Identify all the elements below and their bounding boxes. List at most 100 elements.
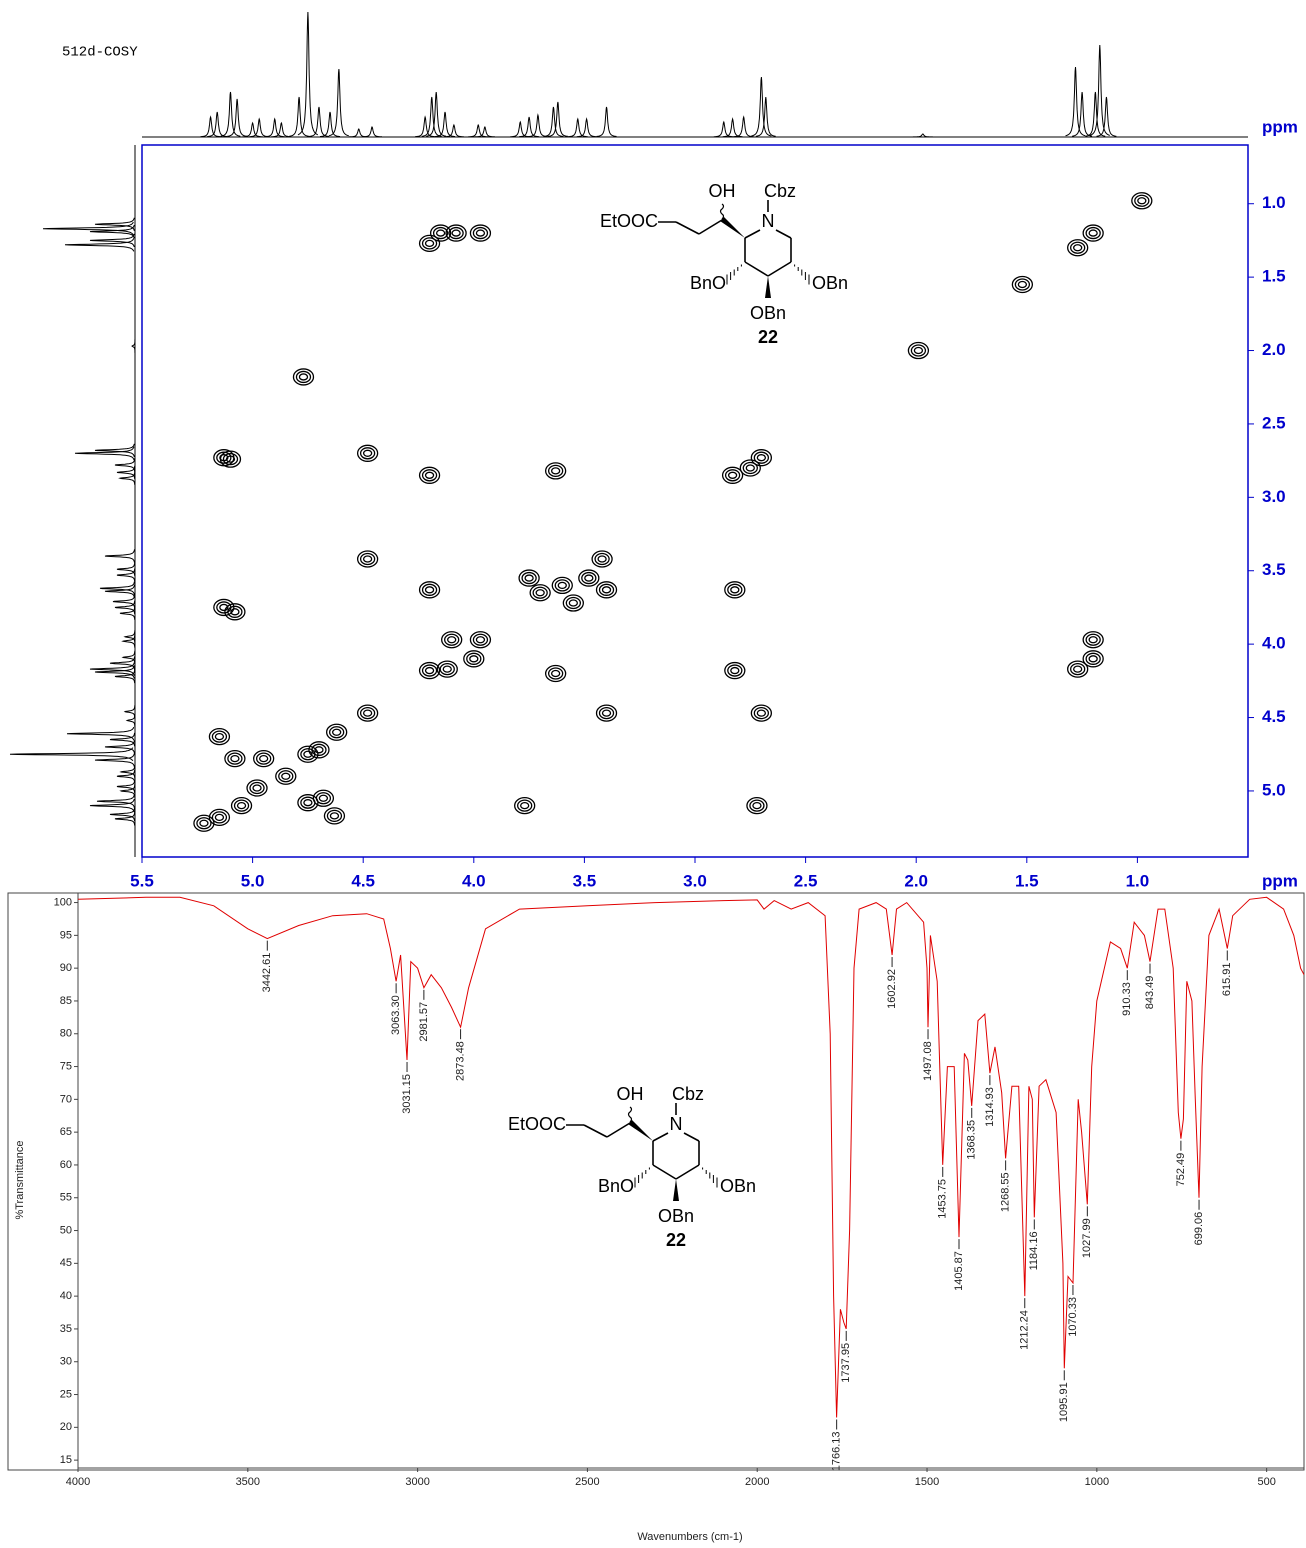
x-tick-label: 2000	[745, 1476, 769, 1488]
x-tick-label: 1000	[1085, 1476, 1109, 1488]
cross-peak	[514, 796, 536, 815]
x-tick-label: 1.5	[1015, 871, 1039, 890]
projection-peak	[89, 662, 135, 676]
projection-peak	[42, 221, 134, 236]
cross-peak	[253, 749, 275, 768]
y-tick-label: 20	[60, 1421, 72, 1433]
projection-peak	[119, 606, 136, 620]
structure-label: N	[670, 1114, 683, 1134]
y-tick-label: 75	[60, 1060, 72, 1072]
cross-peak	[418, 661, 441, 680]
structure-label: EtOOC	[600, 211, 658, 231]
cross-peak	[750, 449, 773, 467]
x-tick-label: 3.5	[573, 871, 597, 890]
ir-frame	[7, 892, 1305, 1471]
y-axis-label: %Transmittance	[14, 1140, 26, 1219]
cross-peak	[907, 341, 930, 360]
peak-label: 1405.87	[953, 1251, 965, 1291]
cross-peak	[595, 581, 618, 599]
projection-peak	[510, 120, 531, 138]
projection-peak	[104, 740, 135, 754]
projection-peak	[116, 562, 136, 576]
cross-peak	[1067, 239, 1089, 257]
cross-peak	[1082, 631, 1104, 649]
cross-peak	[724, 661, 746, 680]
peak-label: 910.33	[1121, 982, 1133, 1016]
y-tick-label: 2.0	[1262, 340, 1286, 359]
projection-peak	[1072, 91, 1093, 137]
projection-peak	[109, 807, 136, 822]
x-tick-label: 3000	[405, 1476, 429, 1488]
bond	[675, 1164, 700, 1180]
projection-peak	[109, 656, 136, 671]
projection-peak	[119, 784, 136, 798]
wedge-bond	[673, 1179, 679, 1201]
peak-label: 1766.13	[831, 1431, 843, 1471]
cross-peak	[312, 789, 335, 807]
x-axis-label: Wavenumbers (cm-1)	[637, 1531, 742, 1543]
projection-peak	[99, 581, 135, 596]
y-tick-label: 2.5	[1262, 413, 1286, 432]
x-tick-label: 500	[1257, 1476, 1275, 1488]
projection-peak	[119, 765, 136, 779]
cross-peak	[562, 594, 584, 612]
y-tick-label: 25	[60, 1388, 72, 1400]
cross-peak	[208, 727, 231, 746]
y-tick-label: 60	[60, 1159, 72, 1171]
spectrum-line	[77, 896, 1305, 1418]
projection-peak	[755, 96, 776, 137]
projection-peak	[1065, 66, 1086, 137]
structure-label: OBn	[720, 1176, 756, 1196]
projection-peak	[547, 101, 568, 137]
y-tick-label: 50	[60, 1224, 72, 1236]
projection-peak	[1085, 91, 1106, 137]
projection-peak	[104, 549, 135, 563]
y-tick-label: 90	[60, 962, 72, 974]
peak-label: 2873.48	[454, 1041, 466, 1081]
peak-label: 1602.92	[886, 969, 898, 1009]
cross-peak	[445, 224, 467, 242]
cross-peak	[739, 459, 761, 477]
peak-label: 1268.55	[1000, 1172, 1012, 1212]
bond	[675, 221, 700, 235]
projection-peak	[733, 115, 754, 138]
projection-peak	[131, 339, 136, 353]
cross-peak	[224, 749, 246, 768]
projection-peak	[289, 96, 309, 137]
structure-label: OBn	[658, 1206, 694, 1226]
x-tick-label: 1500	[915, 1476, 939, 1488]
cross-peak	[551, 576, 573, 595]
cross-peak	[578, 569, 600, 587]
projection-peak	[123, 630, 136, 644]
cross-peak	[308, 741, 330, 759]
cross-peak	[219, 450, 242, 468]
projection-peak	[116, 568, 136, 582]
cross-peak	[1082, 650, 1104, 668]
y-tick-label: 85	[60, 995, 72, 1007]
projection-peak	[227, 98, 248, 137]
y-tick-label: 1.5	[1262, 267, 1286, 286]
peak-label: 1368.35	[966, 1120, 978, 1160]
projection-peak	[116, 769, 136, 783]
wedge-bond	[765, 276, 771, 298]
projection-peak	[751, 76, 772, 137]
projection-peak	[104, 584, 135, 599]
projection-peak	[319, 111, 341, 138]
projection-peak	[528, 113, 548, 138]
structure-label: OH	[709, 181, 736, 201]
x-tick-label: 2500	[575, 1476, 599, 1488]
projection-peak	[109, 732, 136, 747]
projection-peak	[118, 471, 136, 485]
cross-peak	[418, 466, 441, 484]
peak-label: 3031.15	[401, 1074, 413, 1114]
cross-peak	[746, 796, 768, 815]
structure-label: N	[762, 211, 775, 231]
projection-peak	[468, 123, 489, 138]
cross-peak	[441, 631, 463, 649]
x-tick-label: 3.0	[683, 871, 707, 890]
wedge-bond	[628, 1120, 653, 1141]
projection-peak	[271, 121, 292, 138]
y-tick-label: 30	[60, 1356, 72, 1368]
y-tick-label: 40	[60, 1290, 72, 1302]
y-tick-label: 95	[60, 929, 72, 941]
